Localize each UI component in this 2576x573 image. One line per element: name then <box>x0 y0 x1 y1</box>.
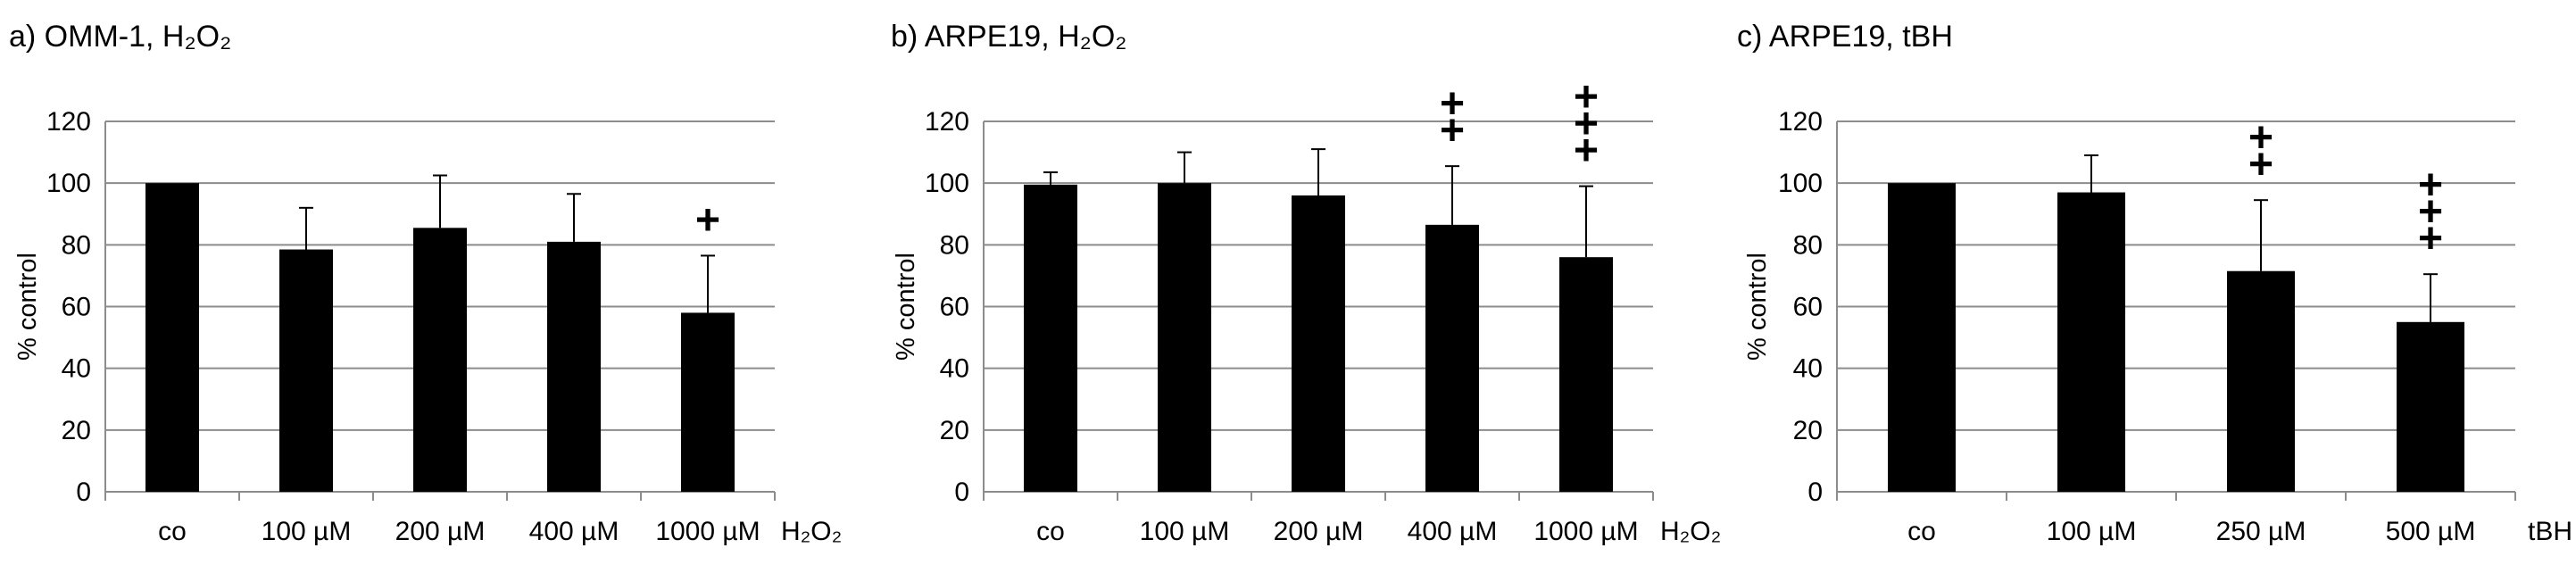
chart-title: c) ARPE19, tBH <box>1737 20 1953 54</box>
y-tick-label: 40 <box>62 354 91 384</box>
y-axis-label: % control <box>13 253 42 361</box>
chart-panel-1: b) ARPE19, H₂O₂ 0 20 40 60 80 100 120 % control c… <box>891 20 1721 546</box>
chart-title: b) ARPE19, H₂O₂ <box>891 20 1127 54</box>
bar <box>681 312 735 492</box>
chart-title: a) OMM-1, H₂O₂ <box>9 20 231 54</box>
x-tick-label: 200 µM <box>1274 517 1364 546</box>
significance-marker: + <box>2418 188 2443 236</box>
chart-panel-2: c) ARPE19, tBH 0 20 40 60 80 100 120 % control co… <box>1737 20 2572 546</box>
significance-marker: + <box>695 196 720 244</box>
bar <box>1292 195 1345 492</box>
y-tick-label: 20 <box>940 416 969 445</box>
x-tick-label: 1000 µM <box>655 517 760 546</box>
y-tick-label: 100 <box>1778 169 1823 198</box>
y-tick-label: 120 <box>925 107 969 137</box>
bar <box>1158 183 1211 492</box>
bar <box>1425 224 1479 492</box>
y-tick-label: 60 <box>940 293 969 322</box>
y-tick-label: 60 <box>62 293 91 322</box>
significance-marker: + <box>2418 162 2443 209</box>
x-tick-label: co <box>1036 517 1065 546</box>
x-axis-unit-label: H₂O₂ <box>1660 517 1721 546</box>
y-tick-label: 80 <box>62 230 91 260</box>
x-tick-label: 100 µM <box>2047 517 2137 546</box>
bar <box>547 241 601 492</box>
significance-marker: + <box>2418 215 2443 262</box>
significance-marker: + <box>1574 74 1599 121</box>
y-tick-label: 80 <box>1793 230 1823 260</box>
significance-marker: + <box>1440 107 1465 154</box>
y-tick-label: 100 <box>925 169 969 198</box>
y-tick-label: 40 <box>940 354 969 384</box>
x-axis-unit-label: H₂O₂ <box>781 517 842 546</box>
y-axis-label: % control <box>892 253 920 361</box>
y-tick-label: 40 <box>1793 354 1823 384</box>
x-tick-label: 400 µM <box>529 517 619 546</box>
bar <box>1559 257 1613 492</box>
y-tick-label: 120 <box>46 107 91 137</box>
significance-marker: + <box>1574 128 1599 175</box>
y-tick-label: 20 <box>62 416 91 445</box>
bar <box>413 228 467 492</box>
bar <box>279 249 333 492</box>
bar <box>145 183 199 492</box>
x-tick-label: 1000 µM <box>1533 517 1638 546</box>
x-tick-label: co <box>1907 517 1936 546</box>
bar <box>1024 184 1077 493</box>
x-tick-label: 500 µM <box>2386 517 2476 546</box>
y-tick-label: 60 <box>1793 293 1823 322</box>
bar <box>2057 192 2125 492</box>
significance-marker: + <box>2248 141 2273 188</box>
x-tick-label: co <box>158 517 187 546</box>
x-tick-label: 400 µM <box>1408 517 1498 546</box>
bar <box>2227 270 2295 492</box>
y-tick-label: 120 <box>1778 107 1823 137</box>
significance-marker: + <box>1574 101 1599 148</box>
bar <box>2397 321 2464 492</box>
y-tick-label: 80 <box>940 230 969 260</box>
x-tick-label: 100 µM <box>1140 517 1230 546</box>
y-tick-label: 20 <box>1793 416 1823 445</box>
chart-panel-0: a) OMM-1, H₂O₂ 0 20 40 60 80 100 120 % control co… <box>9 20 842 546</box>
x-tick-label: 100 µM <box>262 517 352 546</box>
significance-marker: + <box>1440 80 1465 128</box>
y-tick-label: 0 <box>1807 478 1823 507</box>
y-tick-label: 100 <box>46 169 91 198</box>
y-tick-label: 0 <box>76 478 91 507</box>
significance-marker: + <box>2248 114 2273 162</box>
x-tick-label: 200 µM <box>395 517 486 546</box>
y-axis-label: % control <box>1743 253 1772 361</box>
x-axis-unit-label: tBH <box>2528 517 2572 546</box>
y-tick-label: 0 <box>954 478 969 507</box>
x-tick-label: 250 µM <box>2216 517 2306 546</box>
bar <box>1888 183 1956 492</box>
